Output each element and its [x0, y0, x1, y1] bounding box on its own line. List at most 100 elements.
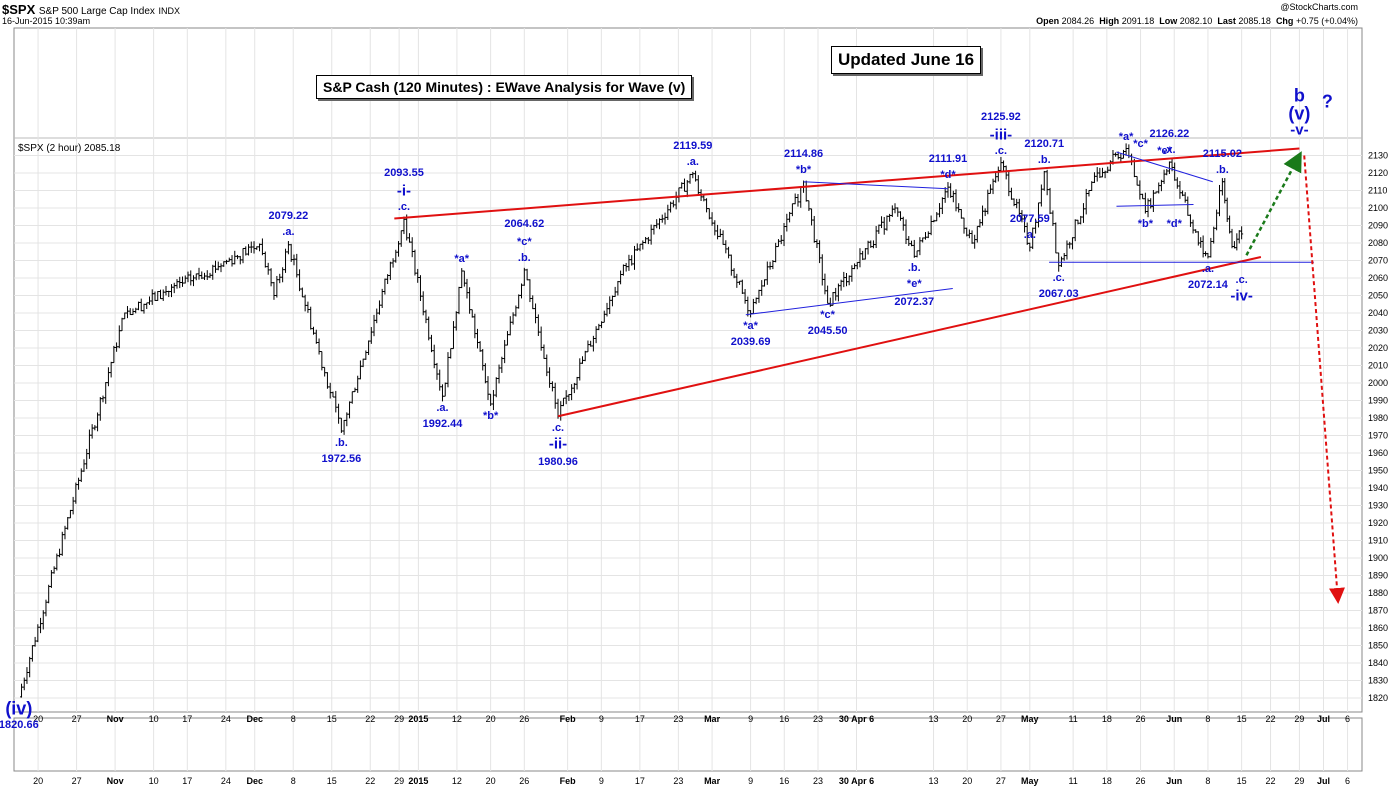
- y-tick-label: 2130: [1368, 151, 1388, 161]
- high-value: 2091.18: [1121, 16, 1155, 26]
- x-tick-label: 12: [452, 714, 462, 724]
- x-tick-label: 9: [748, 714, 753, 724]
- y-tick-label: 2090: [1368, 221, 1388, 231]
- price-label: 2120.71: [1024, 137, 1065, 150]
- x-tick-label: 26: [519, 714, 529, 724]
- y-tick-label: 1840: [1368, 658, 1388, 668]
- x-tick-label-lower: 10: [149, 776, 159, 786]
- wave-degree-label: -iii-: [989, 126, 1013, 144]
- price-label: 2072.37: [894, 296, 935, 309]
- y-tick-label: 1870: [1368, 606, 1388, 616]
- price-label: 2115.02: [1202, 147, 1242, 160]
- x-tick-label-lower: 26: [519, 776, 529, 786]
- x-tick-label-lower: 2015: [408, 776, 428, 786]
- y-tick-label: 1910: [1368, 536, 1388, 546]
- wave-label: .a.: [1201, 262, 1215, 275]
- x-tick-label-lower: 8: [1205, 776, 1210, 786]
- y-tick-label: 2050: [1368, 291, 1388, 301]
- x-tick-label: Nov: [107, 714, 124, 724]
- x-tick-label-lower: 23: [673, 776, 683, 786]
- wave-label: .c.: [551, 422, 565, 435]
- wave-label: *a*: [454, 253, 470, 265]
- y-tick-label: 2070: [1368, 256, 1388, 266]
- y-tick-label: 2000: [1368, 378, 1388, 388]
- x-tick-label: Jun: [1166, 714, 1182, 724]
- price-label: 1820.66: [0, 718, 39, 731]
- y-tick-label: 1880: [1368, 588, 1388, 598]
- x-tick-label-lower: 15: [1237, 776, 1247, 786]
- x-tick-label: Jul: [1317, 714, 1330, 724]
- x-tick-label-lower: 8: [291, 776, 296, 786]
- wave-label: (iv): [5, 698, 33, 719]
- wave-label: .c.: [994, 144, 1008, 157]
- x-tick-label: 10: [149, 714, 159, 724]
- index-name: S&P 500 Large Cap Index: [38, 6, 155, 17]
- last-label: Last: [1217, 16, 1236, 26]
- projection-projected-rise: [1245, 151, 1302, 256]
- wave-label: -v-: [1290, 121, 1309, 138]
- x-tick-label-lower: 12: [452, 776, 462, 786]
- y-tick-label: 1990: [1368, 396, 1388, 406]
- wave-label: .b.: [907, 262, 921, 275]
- y-tick-label: 2120: [1368, 168, 1388, 178]
- trend-line-lower-channel: [557, 256, 1262, 418]
- datetime: 16-Jun-2015 10:39am: [2, 16, 91, 26]
- wave-label: *e*: [1157, 144, 1172, 157]
- x-tick-label-lower: 17: [635, 776, 645, 786]
- x-tick-label: 6: [1345, 714, 1350, 724]
- x-tick-label: 27: [996, 714, 1006, 724]
- x-tick-label-lower: 23: [813, 776, 823, 786]
- wave-label: .x.: [1163, 144, 1176, 157]
- x-tick-label: 29: [394, 714, 404, 724]
- main-panel: [13, 27, 1363, 713]
- y-tick-label: 1890: [1368, 571, 1388, 581]
- x-tick-label: May: [1021, 714, 1039, 724]
- wave-label: .c.: [1235, 273, 1248, 286]
- x-tick-label-lower: 20: [962, 776, 972, 786]
- y-tick-label: 2110: [1368, 186, 1387, 196]
- trend-line-flat-bottom: [1116, 204, 1194, 207]
- x-tick-label-lower: 6: [1345, 776, 1350, 786]
- x-tick-label: 15: [327, 714, 337, 724]
- lower-panel: [13, 717, 1363, 772]
- x-tick-label: 24: [221, 714, 231, 724]
- x-tick-label: 26: [1136, 714, 1146, 724]
- x-tick-label-lower: 26: [1136, 776, 1146, 786]
- x-tick-label: 18: [1102, 714, 1112, 724]
- x-tick-label-lower: 18: [1102, 776, 1112, 786]
- x-tick-label: 15: [1237, 714, 1247, 724]
- wave-label: .b.: [517, 251, 531, 264]
- x-tick-label-lower: 17: [182, 776, 192, 786]
- price-label: 2093.55: [384, 167, 424, 180]
- x-tick-label: 20: [962, 714, 972, 724]
- x-tick-label-lower: 29: [394, 776, 404, 786]
- x-tick-label-lower: 16: [779, 776, 789, 786]
- wave-degree-label: *e*: [906, 278, 922, 291]
- x-tick-label: 8: [291, 714, 296, 724]
- x-tick-label: 20: [486, 714, 496, 724]
- y-tick-label: 2080: [1368, 238, 1388, 248]
- y-tick-label: 1820: [1368, 693, 1388, 703]
- trend-line-flat-top: [1116, 151, 1213, 183]
- x-tick-label: 9: [599, 714, 604, 724]
- wave-label: .a.: [686, 155, 699, 168]
- y-tick-label: 1980: [1368, 413, 1388, 423]
- price-label: 2045.50: [807, 325, 848, 338]
- wave-label: *c*: [820, 309, 835, 322]
- y-tick-label: 1930: [1368, 501, 1388, 511]
- x-tick-label: Dec: [246, 714, 263, 724]
- x-tick-label-lower: 9: [748, 776, 753, 786]
- price-label: 1972.56: [321, 453, 362, 466]
- price-label: 2072.14: [1188, 278, 1228, 291]
- price-label: 2126.22: [1149, 128, 1190, 141]
- y-tick-label: 1850: [1368, 641, 1388, 651]
- x-tick-label: 29: [1294, 714, 1304, 724]
- x-tick-label: 20: [33, 714, 43, 724]
- x-tick-label-lower: 24: [221, 776, 231, 786]
- exchange: INDX: [158, 6, 181, 16]
- price-label: 2119.59: [673, 139, 713, 152]
- x-tick-label-lower: 27: [996, 776, 1006, 786]
- symbol-header: $SPX S&P 500 Large Cap Index INDX: [2, 2, 180, 17]
- wave-label: *a*: [1118, 130, 1134, 143]
- x-tick-label-lower: 29: [1294, 776, 1304, 786]
